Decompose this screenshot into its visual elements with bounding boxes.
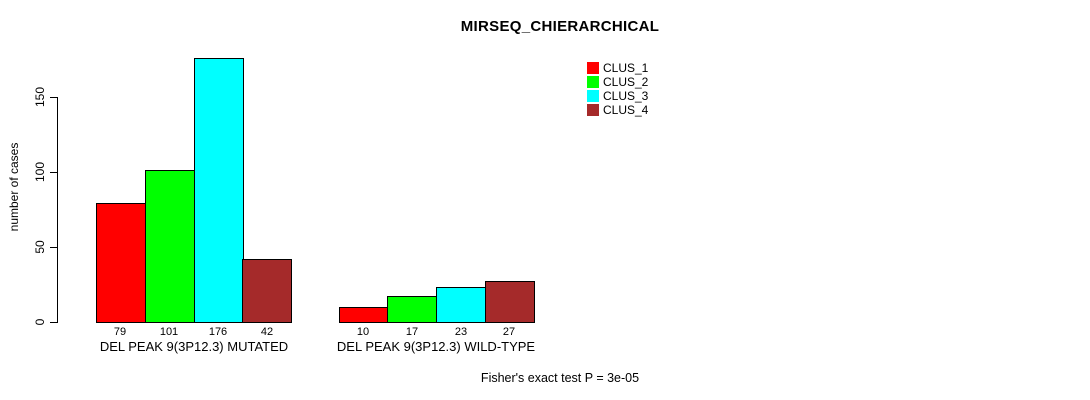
bar-value-clus_1-group1: 79 bbox=[113, 326, 127, 338]
y-tick-150 bbox=[50, 97, 57, 98]
legend-item-clus_4: CLUS_4 bbox=[587, 103, 649, 117]
legend-swatch-clus_1 bbox=[587, 62, 599, 74]
bar-clus_1-group1 bbox=[96, 203, 146, 323]
y-tick-label-50: 50 bbox=[33, 240, 47, 254]
chart-title: MIRSEQ_CHIERARCHICAL bbox=[460, 18, 660, 35]
bar-value-clus_3-group1: 176 bbox=[208, 326, 228, 338]
y-tick-0 bbox=[50, 322, 57, 323]
bar-clus_4-group2 bbox=[485, 281, 535, 323]
bar-value-clus_4-group1: 42 bbox=[260, 326, 274, 338]
bar-clus_3-group2 bbox=[436, 287, 486, 323]
legend: CLUS_1 CLUS_2 CLUS_3 CLUS_4 bbox=[587, 61, 649, 118]
y-tick-label-0: 0 bbox=[33, 318, 47, 326]
bar-clus_4-group1 bbox=[242, 259, 292, 323]
legend-label-clus_4: CLUS_4 bbox=[603, 103, 649, 117]
legend-item-clus_3: CLUS_3 bbox=[587, 89, 649, 103]
bar-clus_1-group2 bbox=[339, 307, 389, 323]
legend-item-clus_1: CLUS_1 bbox=[587, 61, 649, 75]
annotation-fisher-test: Fisher's exact test P = 3e-05 bbox=[480, 371, 640, 385]
y-axis-line bbox=[57, 97, 58, 323]
legend-swatch-clus_2 bbox=[587, 76, 599, 88]
bar-clus_2-group1 bbox=[145, 170, 195, 323]
bar-clus_3-group1 bbox=[194, 58, 244, 323]
bar-value-clus_3-group2: 23 bbox=[454, 326, 468, 338]
legend-label-clus_3: CLUS_3 bbox=[603, 89, 649, 103]
y-tick-100 bbox=[50, 172, 57, 173]
category-label-group2: DEL PEAK 9(3P12.3) WILD-TYPE bbox=[336, 339, 536, 354]
bar-value-clus_1-group2: 10 bbox=[356, 326, 370, 338]
y-tick-label-100: 100 bbox=[33, 161, 47, 183]
legend-swatch-clus_4 bbox=[587, 104, 599, 116]
bar-value-clus_2-group2: 17 bbox=[405, 326, 419, 338]
legend-swatch-clus_3 bbox=[587, 90, 599, 102]
bar-value-clus_2-group1: 101 bbox=[159, 326, 179, 338]
bar-value-clus_4-group2: 27 bbox=[502, 326, 516, 338]
y-tick-label-150: 150 bbox=[33, 86, 47, 108]
bar-clus_2-group2 bbox=[387, 296, 437, 323]
y-tick-50 bbox=[50, 247, 57, 248]
legend-label-clus_1: CLUS_1 bbox=[603, 61, 649, 75]
legend-item-clus_2: CLUS_2 bbox=[587, 75, 649, 89]
category-label-group1: DEL PEAK 9(3P12.3) MUTATED bbox=[99, 339, 289, 354]
legend-label-clus_2: CLUS_2 bbox=[603, 75, 649, 89]
